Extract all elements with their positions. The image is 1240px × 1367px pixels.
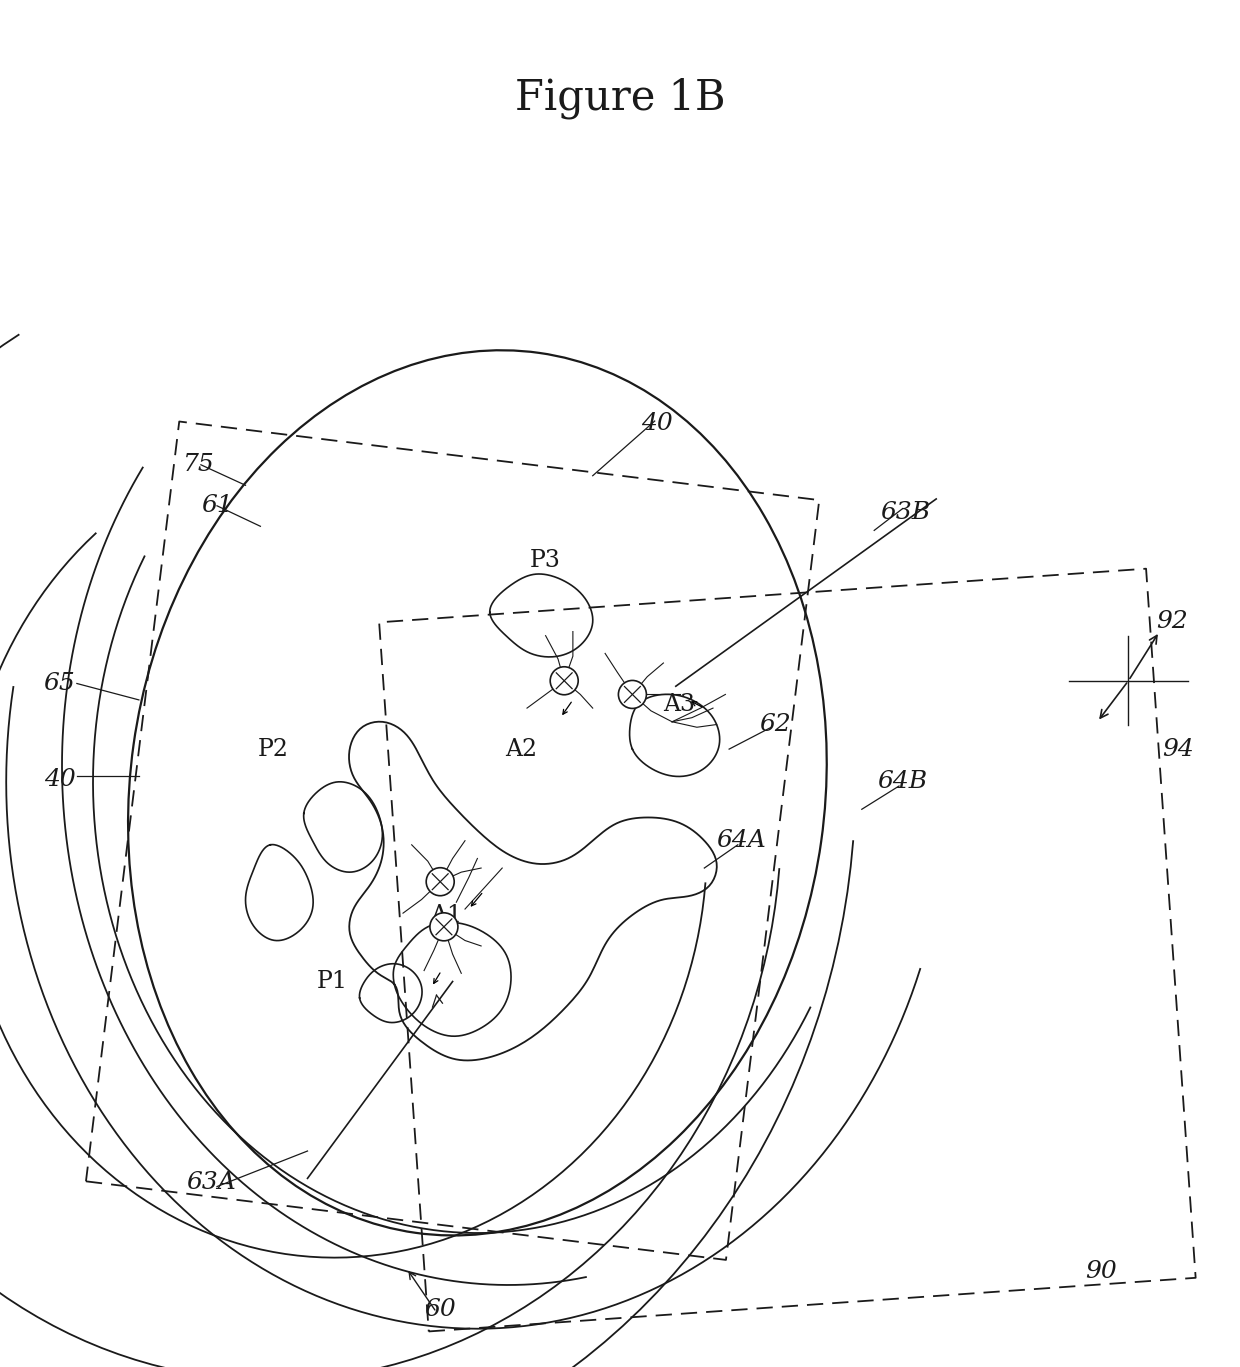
Text: 60: 60	[424, 1299, 456, 1321]
Text: 40: 40	[641, 413, 673, 435]
Text: 65: 65	[43, 673, 76, 694]
Text: A2: A2	[505, 738, 537, 760]
Text: P2: P2	[258, 738, 288, 760]
Circle shape	[619, 681, 646, 708]
Text: 75: 75	[182, 454, 215, 476]
Text: Figure 1B: Figure 1B	[515, 78, 725, 119]
Text: 61: 61	[201, 495, 233, 517]
Text: 64B: 64B	[878, 771, 928, 793]
Text: 90: 90	[1085, 1260, 1117, 1282]
Text: 92: 92	[1156, 611, 1188, 633]
Text: 62: 62	[759, 714, 791, 735]
Text: 64A: 64A	[717, 830, 766, 852]
Text: P3: P3	[531, 550, 560, 571]
Text: A3: A3	[663, 693, 696, 715]
Circle shape	[551, 667, 578, 694]
Text: A1: A1	[430, 905, 463, 927]
Text: 94: 94	[1162, 738, 1194, 760]
Circle shape	[427, 868, 454, 895]
Text: 63A: 63A	[186, 1172, 236, 1193]
Text: 63B: 63B	[880, 502, 930, 524]
Text: P1: P1	[317, 971, 347, 992]
Circle shape	[430, 913, 458, 940]
Text: 40: 40	[43, 768, 76, 790]
